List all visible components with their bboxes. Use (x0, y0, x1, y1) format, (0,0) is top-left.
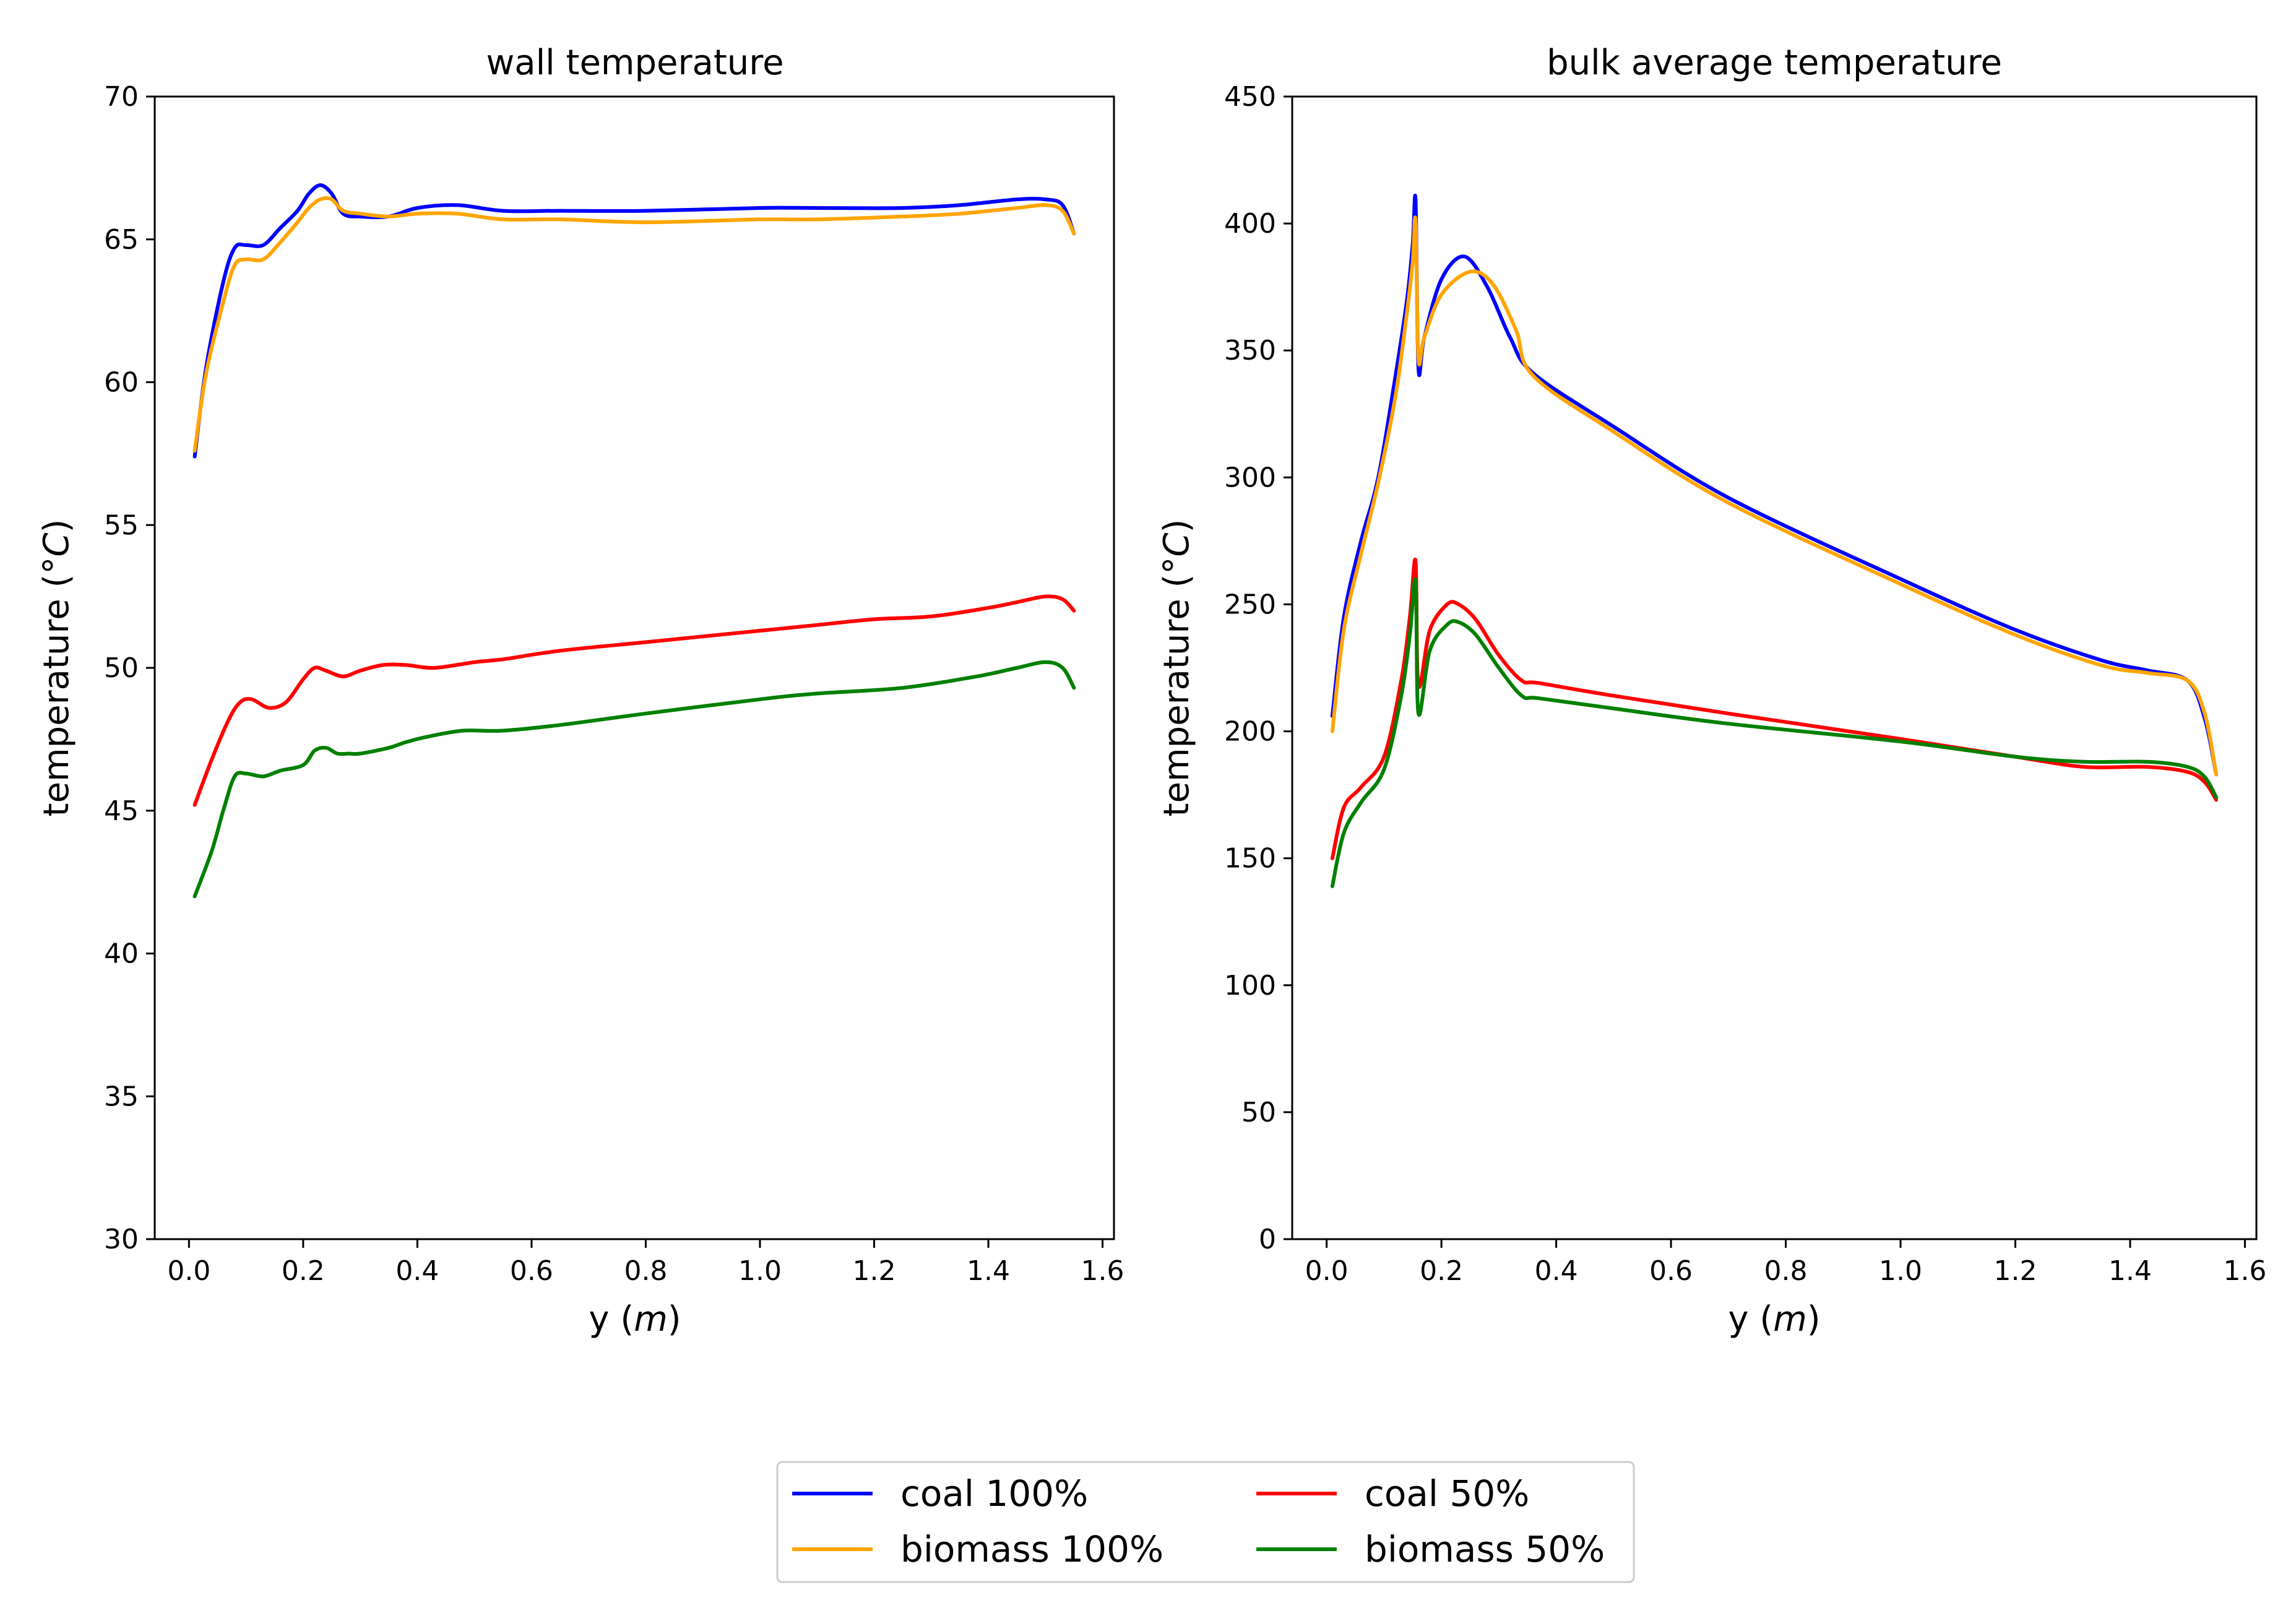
chart-title: wall temperature (486, 43, 783, 83)
legend-item-biomass-50: biomass 50% (1256, 1528, 1605, 1570)
x-tick-label: 0.2 (282, 1255, 325, 1287)
x-axis-label: y (m) (1728, 1299, 1820, 1339)
series-line-coal-50 (1330, 557, 2219, 860)
x-tick-label: 0.8 (624, 1255, 667, 1287)
y-tick-label: 60 (104, 367, 139, 399)
series-line-biomass-50 (1330, 577, 2219, 888)
x-tick-label: 1.0 (738, 1255, 782, 1287)
x-tick-label: 0.4 (395, 1255, 439, 1287)
y-tick-label: 40 (104, 938, 139, 970)
y-tick-label: 350 (1224, 335, 1276, 366)
y-tick-label: 55 (104, 509, 139, 541)
y-tick-label: 65 (104, 224, 139, 256)
series-line-biomass-50 (192, 660, 1076, 899)
legend-item-coal-100: coal 100% (792, 1472, 1088, 1515)
series-line-coal-100 (192, 183, 1076, 459)
x-tick-label: 1.6 (2223, 1255, 2266, 1287)
legend-label: coal 50% (1365, 1472, 1529, 1515)
series-group (192, 183, 1076, 899)
y-tick-label: 50 (1241, 1097, 1276, 1128)
y-tick-label: 30 (104, 1224, 139, 1255)
x-tick-label: 0.8 (1764, 1255, 1808, 1287)
legend-label: biomass 50% (1365, 1528, 1605, 1570)
y-tick-label: 200 (1224, 716, 1276, 748)
y-tick-label: 400 (1224, 208, 1276, 240)
y-tick-label: 150 (1224, 843, 1276, 875)
series-line-coal-50 (192, 594, 1076, 807)
x-tick-label: 1.6 (1081, 1255, 1124, 1287)
series-line-coal-100 (1330, 193, 2219, 777)
series-group (1330, 193, 2219, 888)
legend: coal 100% coal 50% biomass 100% biomass … (776, 1461, 1635, 1583)
x-axis-label: y (m) (589, 1299, 681, 1339)
legend-label: coal 100% (900, 1472, 1088, 1515)
legend-label: biomass 100% (900, 1528, 1163, 1570)
series-line-biomass-100 (192, 196, 1076, 453)
tick-group: 0.0 0.2 0.4 0.6 0.8 1.0 1.2 1.4 1.6 30 35 40 45 50 55 6… (104, 81, 1124, 1287)
y-tick-label: 35 (104, 1081, 139, 1112)
y-tick-label: 300 (1224, 462, 1276, 493)
y-tick-label: 450 (1224, 81, 1276, 113)
y-axis-label: temperature (°C) (37, 519, 77, 817)
chart-title: bulk average temperature (1547, 43, 2002, 83)
y-tick-label: 0 (1259, 1224, 1276, 1255)
bulk-average-temperature-panel: bulk average temperature 0.0 0.2 0.4 0.6 0.8… (1157, 43, 2266, 1339)
x-tick-label: 0.4 (1535, 1255, 1578, 1287)
tick-group: 0.0 0.2 0.4 0.6 0.8 1.0 1.2 1.4 1.6 0 50 100 150 200 2… (1224, 81, 2266, 1287)
wall-temperature-panel: wall temperature 0.0 0.2 0.4 0.6 0.8 1.0 1.2 1.… (37, 43, 1124, 1339)
y-tick-label: 50 (104, 652, 139, 684)
plot-frame (1291, 95, 2258, 1240)
x-tick-label: 1.2 (1994, 1255, 2037, 1287)
x-tick-label: 0.6 (1649, 1255, 1693, 1287)
legend-frame (776, 1461, 1635, 1583)
x-tick-label: 0.0 (1305, 1255, 1349, 1287)
legend-item-biomass-100: biomass 100% (792, 1528, 1163, 1570)
x-tick-label: 1.4 (2108, 1255, 2152, 1287)
x-tick-label: 0.2 (1420, 1255, 1463, 1287)
x-tick-label: 0.0 (167, 1255, 210, 1287)
legend-item-coal-50: coal 50% (1256, 1472, 1529, 1515)
y-tick-label: 70 (104, 81, 139, 113)
y-tick-label: 45 (104, 795, 139, 827)
x-tick-label: 1.2 (853, 1255, 896, 1287)
x-tick-label: 1.4 (967, 1255, 1010, 1287)
series-line-biomass-100 (1330, 215, 2219, 777)
x-tick-label: 0.6 (510, 1255, 553, 1287)
y-tick-label: 250 (1224, 589, 1276, 620)
plot-frame (153, 95, 1115, 1240)
y-tick-label: 100 (1224, 970, 1276, 1001)
y-axis-label: temperature (°C) (1157, 519, 1197, 817)
x-tick-label: 1.0 (1879, 1255, 1922, 1287)
